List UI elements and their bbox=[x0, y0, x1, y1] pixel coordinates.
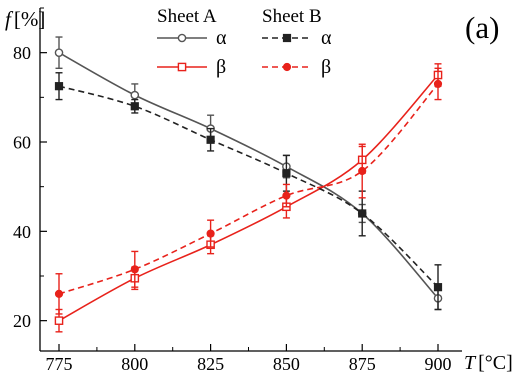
legend-group-title-sheet-b: Sheet B bbox=[262, 6, 322, 27]
x-tick-label: 825 bbox=[197, 354, 224, 374]
x-tick-label: 900 bbox=[425, 354, 452, 374]
legend-label: β bbox=[216, 56, 226, 78]
series-line bbox=[58, 85, 439, 288]
data-point bbox=[206, 135, 215, 144]
legend-marker bbox=[282, 62, 292, 72]
x-tick-label: 775 bbox=[46, 354, 73, 374]
legend-marker bbox=[177, 33, 187, 43]
x-axis-label: T [°C] bbox=[464, 352, 513, 374]
y-tick-label: 40 bbox=[13, 222, 31, 242]
data-point bbox=[206, 229, 215, 238]
data-point bbox=[282, 169, 291, 178]
legend-item: β bbox=[157, 56, 226, 78]
series-line bbox=[58, 83, 439, 295]
y-axis-symbol: f bbox=[5, 7, 14, 31]
legend-marker bbox=[177, 62, 187, 72]
legend-label: β bbox=[321, 56, 331, 78]
data-point bbox=[358, 209, 367, 218]
data-point bbox=[54, 82, 64, 91]
x-tick-label: 850 bbox=[273, 354, 300, 374]
series-layer bbox=[54, 36, 443, 333]
y-ticks: 20 40 60 80 bbox=[13, 7, 47, 331]
data-point bbox=[282, 191, 291, 200]
legend-group-title-sheet-a: Sheet A bbox=[157, 6, 217, 27]
y-axis-label: f [%] bbox=[5, 7, 45, 31]
data-point bbox=[54, 289, 64, 298]
y-tick-label: 20 bbox=[13, 311, 31, 331]
x-tick-label: 800 bbox=[121, 354, 148, 374]
legend-marker bbox=[282, 33, 292, 43]
series-line bbox=[58, 51, 439, 299]
data-point bbox=[130, 90, 140, 100]
panel-label: (a) bbox=[465, 10, 499, 45]
series-line bbox=[58, 74, 439, 322]
data-point bbox=[130, 102, 139, 111]
data-point bbox=[54, 316, 64, 325]
data-point bbox=[433, 79, 443, 89]
legend-item: α bbox=[157, 27, 227, 49]
y-tick-label: 80 bbox=[13, 43, 31, 63]
x-ticks: 775 800 825 850 875 900 bbox=[46, 344, 452, 374]
data-point bbox=[358, 166, 367, 176]
x-tick-label: 875 bbox=[349, 354, 376, 374]
series-1 bbox=[54, 36, 443, 311]
y-axis-unit: [%] bbox=[14, 7, 45, 31]
series-2 bbox=[54, 63, 443, 333]
plot-area bbox=[54, 36, 443, 333]
series-3 bbox=[54, 72, 443, 311]
x-axis-unit: [°C] bbox=[478, 352, 513, 374]
legend-item: β bbox=[262, 56, 331, 78]
legend-label: α bbox=[216, 27, 227, 49]
y-tick-label: 60 bbox=[13, 133, 31, 153]
legend-label: α bbox=[321, 27, 332, 49]
series-4 bbox=[54, 67, 443, 315]
data-point bbox=[433, 283, 443, 292]
data-point bbox=[54, 48, 64, 57]
legend-item: α bbox=[262, 27, 332, 49]
x-axis-symbol: T bbox=[464, 352, 477, 374]
data-point bbox=[130, 265, 139, 274]
